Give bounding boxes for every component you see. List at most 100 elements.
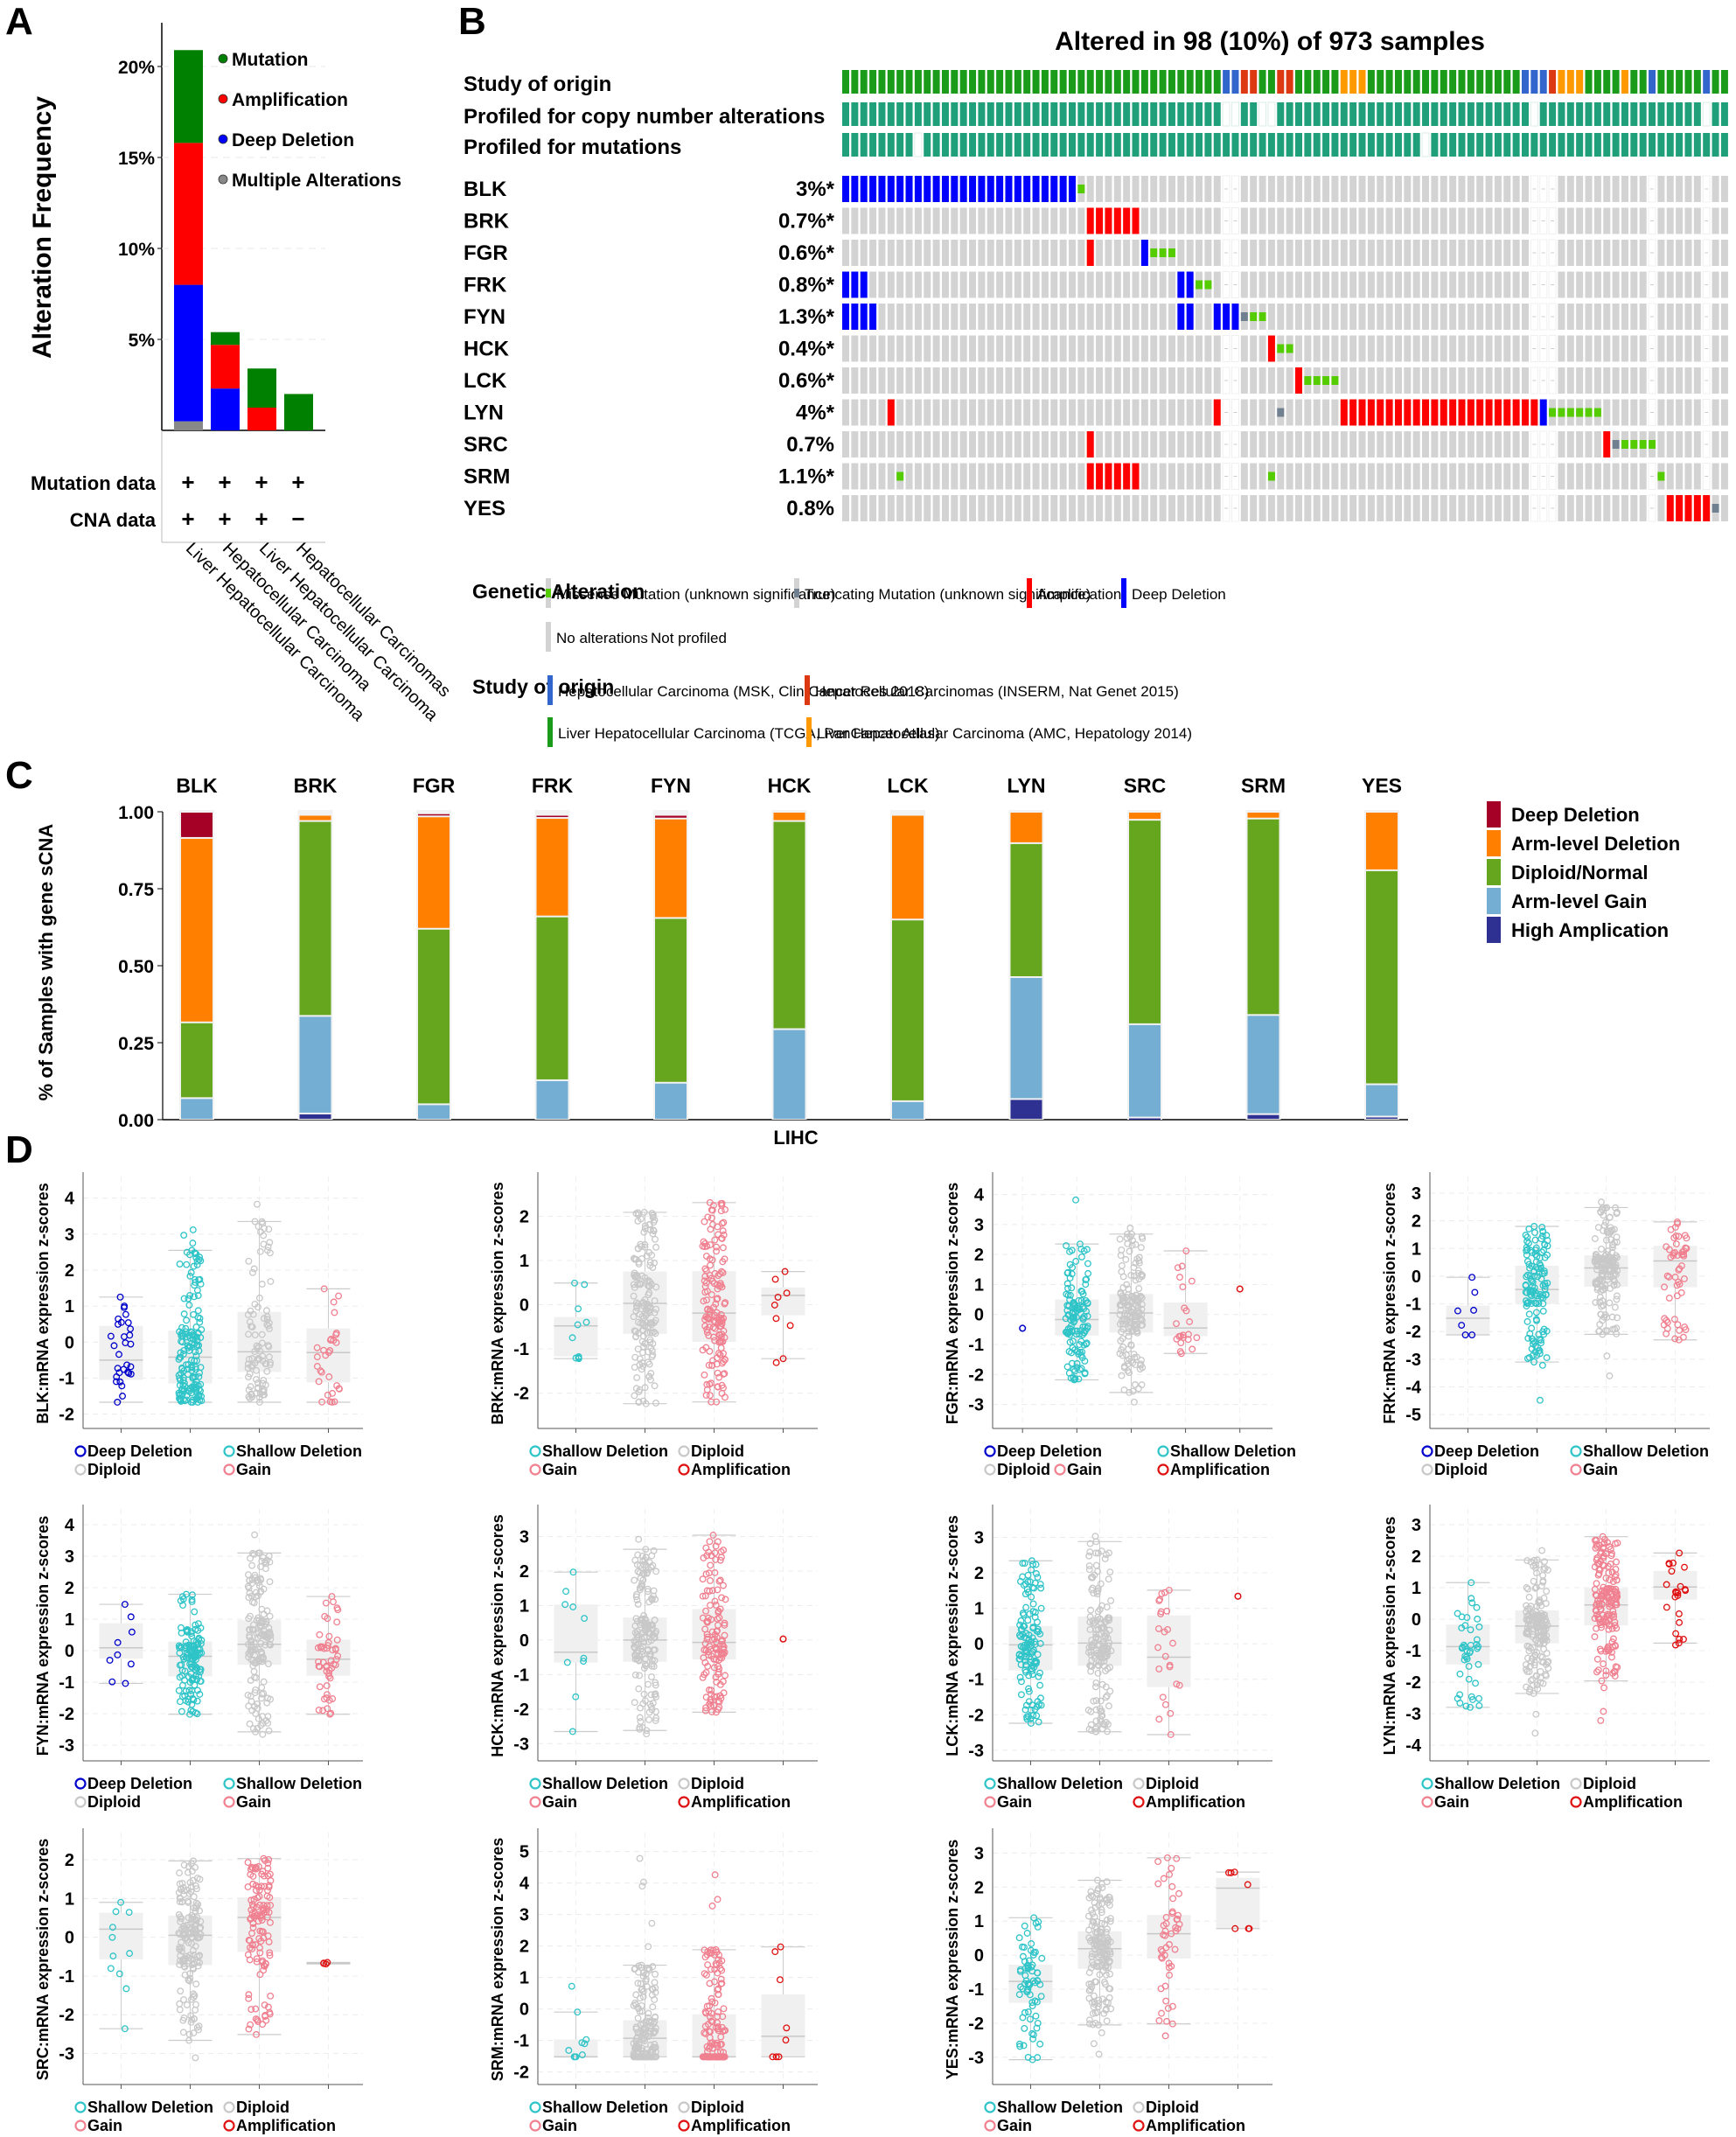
- data-point: [194, 1620, 202, 1628]
- data-point: [246, 1394, 254, 1402]
- mut-profiled-cell: [1585, 133, 1593, 157]
- data-point: [720, 1371, 728, 1378]
- no-alteration-cell: [1304, 399, 1312, 426]
- no-alteration-cell: [1286, 207, 1293, 234]
- no-alteration-cell: [1720, 335, 1728, 362]
- data-point: [1471, 1288, 1479, 1296]
- data-point: [320, 1285, 328, 1293]
- no-alteration-cell: [1666, 207, 1674, 234]
- data-point: [254, 1714, 262, 1722]
- data-point: [632, 1210, 640, 1218]
- no-alteration-cell: [1023, 271, 1031, 298]
- data-point: [722, 1205, 729, 1213]
- no-alteration-cell: [941, 463, 949, 490]
- data-point: [1612, 1204, 1620, 1212]
- data-point: [652, 1708, 659, 1715]
- legend-marker-diploid: [984, 1463, 996, 1476]
- data-point: [1028, 1634, 1036, 1642]
- data-point: [1087, 1721, 1095, 1728]
- data-point: [712, 1555, 720, 1563]
- data-point: [1082, 1281, 1090, 1288]
- mut-profiled-cell: [1123, 133, 1131, 157]
- no-alteration-cell: [1657, 240, 1665, 266]
- study-origin-cell: [1693, 70, 1701, 94]
- data-point: [1461, 1652, 1469, 1660]
- no-alteration-cell: [1467, 335, 1475, 362]
- data-point: [652, 1690, 659, 1698]
- data-point: [1077, 1296, 1085, 1304]
- no-alteration-cell: [951, 335, 959, 362]
- study-origin-cell: [887, 70, 895, 94]
- data-point: [194, 1314, 202, 1322]
- no-alteration-cell: [1113, 335, 1121, 362]
- data-point: [190, 1990, 198, 1998]
- data-point: [1037, 1584, 1045, 1592]
- data-point: [708, 1687, 715, 1694]
- data-point: [651, 1309, 659, 1316]
- data-point: [1459, 1644, 1467, 1651]
- data-point: [245, 1330, 253, 1338]
- data-point: [1523, 1627, 1531, 1635]
- no-alteration-cell: [1621, 207, 1628, 234]
- no-alteration-cell: [1023, 463, 1031, 490]
- no-alteration-cell: [1485, 495, 1493, 521]
- study-origin-cell: [951, 70, 959, 94]
- data-point: [1173, 1320, 1180, 1328]
- no-alteration-cell: [1331, 304, 1339, 330]
- no-alteration-cell: [1032, 463, 1040, 490]
- no-alteration-cell: [1277, 240, 1285, 266]
- data-point: [714, 1615, 722, 1623]
- y-tick-label: 4: [974, 1186, 985, 1205]
- data-point: [711, 1549, 719, 1557]
- no-alteration-cell: [1295, 240, 1302, 266]
- data-point: [637, 1645, 645, 1652]
- data-point: [711, 1324, 719, 1332]
- y-tick-label: 1: [519, 1596, 529, 1616]
- data-point: [1537, 1667, 1544, 1675]
- no-alteration-cell: [1585, 207, 1593, 234]
- no-alteration-cell: [896, 399, 904, 426]
- cna-profiled-cell: [1422, 102, 1430, 126]
- no-alteration-cell: [1140, 431, 1148, 457]
- no-alteration-cell: [1150, 304, 1158, 330]
- data-point: [636, 1386, 644, 1393]
- no-alteration-cell: [1522, 304, 1529, 330]
- y-tick-label: -2: [59, 2006, 74, 2025]
- data-point: [198, 1326, 206, 1333]
- data-point: [1668, 1568, 1676, 1575]
- data-point: [176, 1394, 184, 1402]
- cna-profiled-cell: [1585, 102, 1593, 126]
- no-alteration-cell: [1186, 431, 1194, 457]
- data-point: [186, 1291, 194, 1299]
- data-point: [569, 1603, 577, 1610]
- data-point: [263, 1316, 271, 1323]
- no-alteration-cell: [851, 495, 859, 521]
- no-alteration-cell: [1566, 335, 1574, 362]
- data-point: [258, 1330, 266, 1338]
- data-point: [650, 1328, 658, 1336]
- data-point: [1539, 1307, 1547, 1315]
- data-point: [1544, 1279, 1551, 1287]
- no-alteration-cell: [1377, 176, 1384, 202]
- bar-segment-amplification: [174, 143, 203, 285]
- no-alteration-cell: [1422, 240, 1430, 266]
- no-alteration-cell: [1150, 399, 1158, 426]
- no-alteration-cell: [1512, 367, 1520, 394]
- category-label: FRK: [532, 774, 574, 797]
- no-alteration-cell: [1196, 431, 1203, 457]
- data-point: [562, 1588, 570, 1596]
- data-point: [717, 1344, 725, 1351]
- data-point: [1088, 1637, 1096, 1645]
- data-point: [1131, 1322, 1139, 1330]
- data-point: [1613, 1292, 1621, 1300]
- no-alteration-cell: [1720, 399, 1728, 426]
- data-point: [642, 1400, 650, 1407]
- data-point: [786, 1322, 794, 1330]
- no-alteration-cell: [1123, 335, 1131, 362]
- gene-label: BRK: [464, 210, 510, 234]
- data-point: [639, 1319, 646, 1327]
- bar-segment-deep-deletion: [174, 284, 203, 422]
- no-alteration-cell: [1059, 335, 1067, 362]
- mut-profiled-cell: [1703, 133, 1711, 157]
- data-point: [318, 1643, 326, 1651]
